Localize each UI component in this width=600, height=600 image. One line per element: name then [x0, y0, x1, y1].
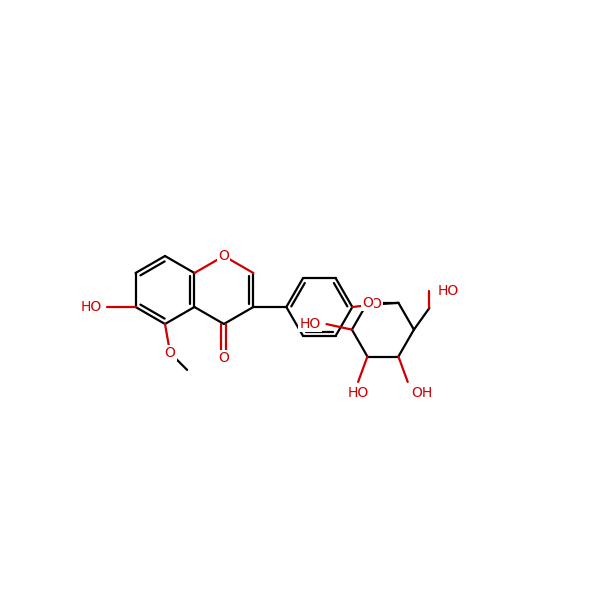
Text: HO: HO [347, 386, 369, 400]
Text: O: O [218, 249, 229, 263]
Text: O: O [371, 298, 382, 311]
Text: HO: HO [80, 300, 101, 314]
Text: O: O [362, 296, 373, 310]
Text: HO: HO [437, 284, 458, 298]
Text: O: O [218, 351, 229, 365]
Text: O: O [164, 346, 176, 360]
Text: OH: OH [412, 386, 433, 400]
Text: HO: HO [299, 317, 320, 331]
